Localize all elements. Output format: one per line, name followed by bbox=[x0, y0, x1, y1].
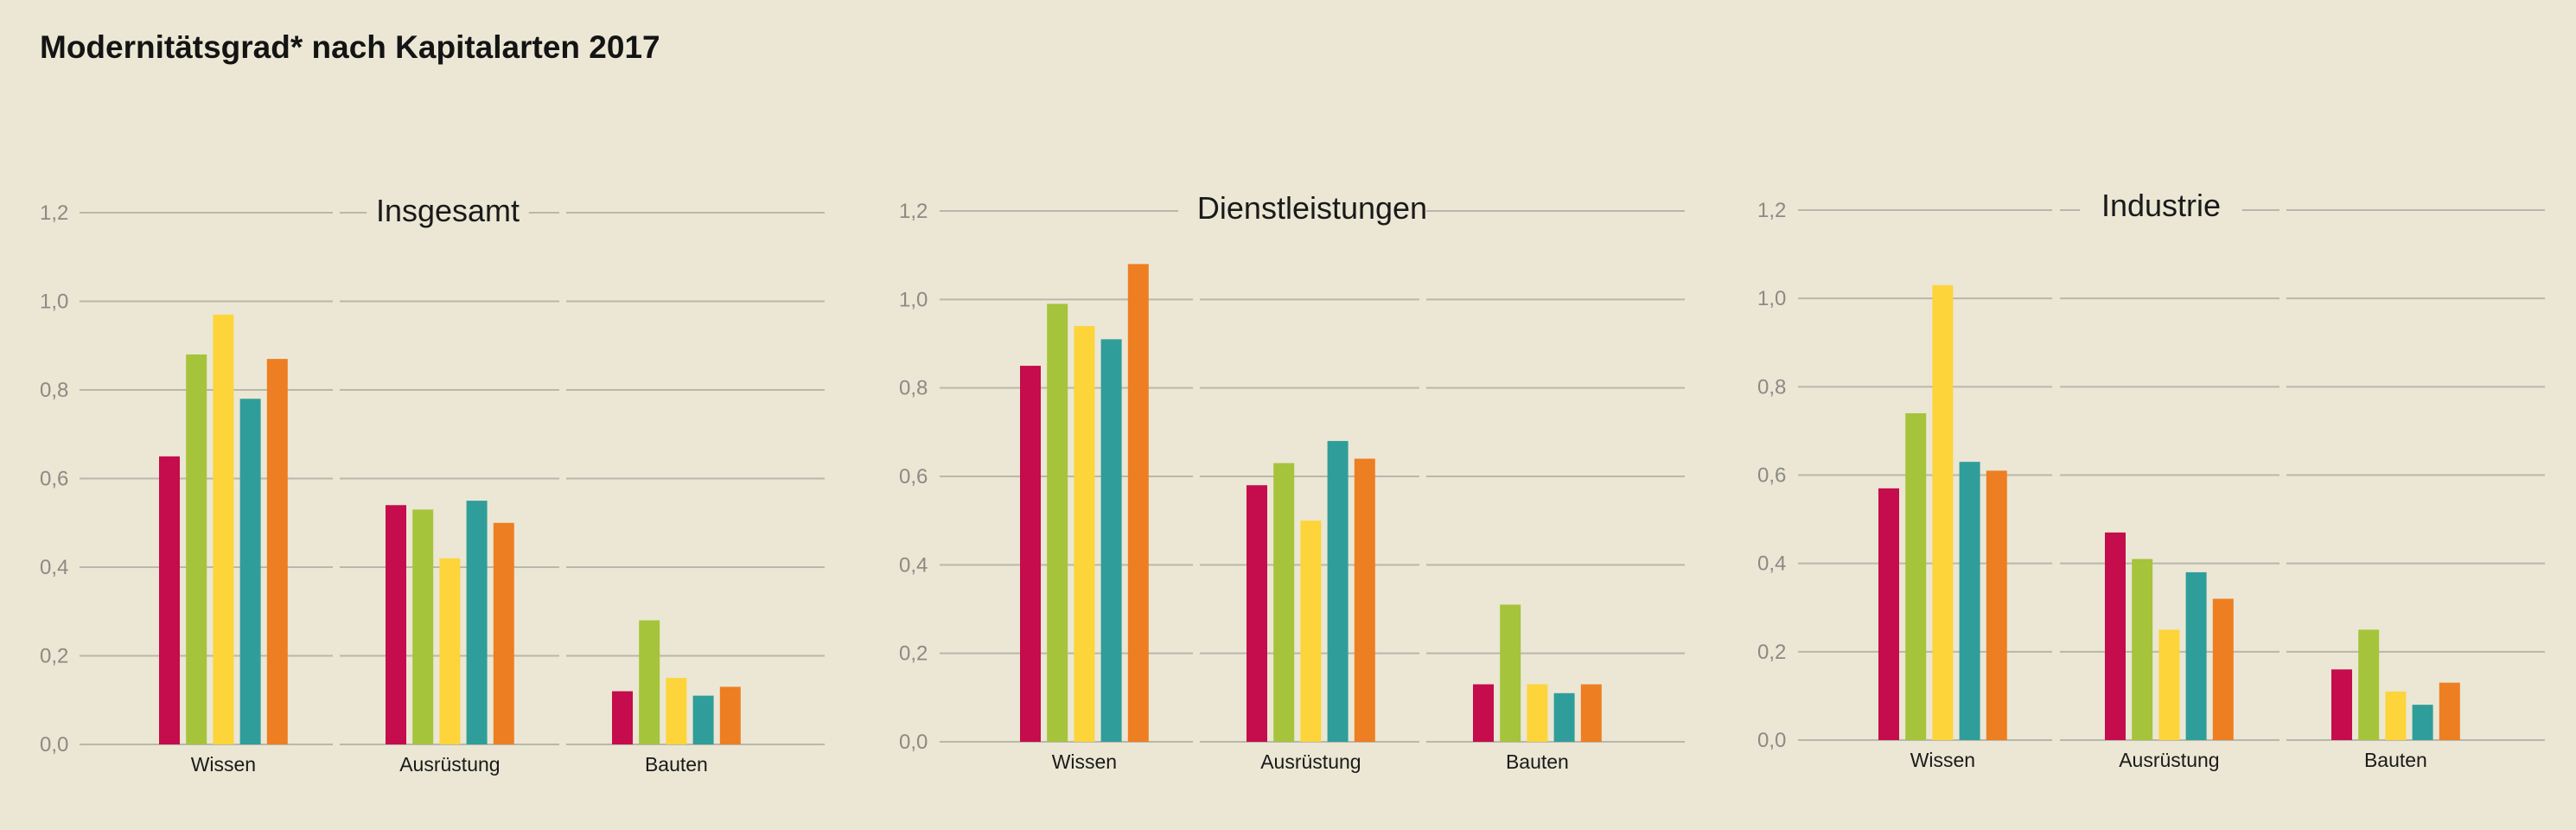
page-title: Modernitätsgrad* nach Kapitalarten 2017 bbox=[40, 29, 660, 65]
bar-ausrstung-2 bbox=[2132, 559, 2153, 740]
y-tick-label: 0,2 bbox=[1757, 641, 1786, 664]
bar-bauten-5 bbox=[1580, 684, 1602, 742]
bar-ausrstung-4 bbox=[466, 501, 488, 744]
y-tick-label: 0,4 bbox=[899, 553, 928, 577]
chart-title: Insgesamt bbox=[376, 193, 520, 228]
bar-wissen-2 bbox=[186, 354, 207, 744]
bar-ausrstung-5 bbox=[1354, 458, 1375, 742]
y-tick-label: 0,6 bbox=[899, 465, 928, 488]
bar-ausrstung-3 bbox=[1300, 520, 1322, 742]
bar-wissen-5 bbox=[266, 359, 288, 744]
bar-wissen-5 bbox=[1127, 264, 1149, 742]
bar-bauten-4 bbox=[1553, 693, 1575, 742]
bar-ausrstung-2 bbox=[412, 509, 434, 744]
bar-wissen-2 bbox=[1905, 412, 1927, 740]
bar-ausrstung-4 bbox=[1327, 441, 1349, 742]
bar-bauten-1 bbox=[612, 691, 633, 744]
bar-ausrstung-4 bbox=[2185, 571, 2207, 740]
y-tick-label: 0,0 bbox=[1757, 729, 1786, 752]
bar-wissen-5 bbox=[1986, 470, 2007, 740]
bar-bauten-4 bbox=[692, 695, 714, 744]
bar-bauten-3 bbox=[666, 678, 687, 744]
chart-title: Industrie bbox=[2101, 188, 2221, 223]
y-tick-label: 0,2 bbox=[899, 642, 928, 666]
y-tick-label: 1,2 bbox=[1757, 199, 1786, 222]
bar-bauten-5 bbox=[2439, 682, 2460, 740]
y-tick-label: 1,0 bbox=[899, 288, 928, 311]
bar-bauten-2 bbox=[2358, 629, 2380, 740]
chart-panel-3: 0,0 0,2 0,4 0,6 0,8 1,0 1,2 Industrie Wissen Ausr… bbox=[1757, 188, 2545, 771]
y-tick-label: 1,0 bbox=[40, 290, 68, 314]
y-tick-label: 0,6 bbox=[1757, 464, 1786, 488]
bar-wissen-1 bbox=[159, 456, 180, 744]
bar-ausrstung-1 bbox=[1247, 485, 1267, 742]
bar-bauten-5 bbox=[719, 686, 741, 744]
bar-wissen-2 bbox=[1047, 303, 1068, 742]
bar-wissen-1 bbox=[1020, 366, 1041, 742]
bar-wissen-3 bbox=[1074, 326, 1095, 742]
bar-ausrstung-2 bbox=[1273, 463, 1295, 742]
bar-ausrstung-3 bbox=[2158, 629, 2180, 740]
y-tick-label: 0,2 bbox=[40, 645, 68, 668]
category-label: Wissen bbox=[1910, 749, 1975, 771]
category-label: Ausrüstung bbox=[1260, 750, 1361, 773]
y-tick-label: 0,8 bbox=[40, 379, 68, 402]
chart-panel-1: 0,0 0,2 0,4 0,6 0,8 1,0 1,2 Insgesamt Wissen Ausr… bbox=[40, 193, 825, 776]
y-tick-label: 0,8 bbox=[1757, 375, 1786, 399]
bar-ausrstung-1 bbox=[2105, 532, 2126, 740]
bar-wissen-4 bbox=[239, 399, 261, 744]
bar-ausrstung-5 bbox=[493, 522, 514, 744]
y-tick-label: 1,2 bbox=[40, 201, 68, 225]
bar-ausrstung-3 bbox=[439, 558, 461, 744]
y-tick-label: 0,0 bbox=[40, 733, 68, 757]
y-tick-label: 0,6 bbox=[40, 468, 68, 491]
y-tick-label: 1,0 bbox=[1757, 287, 1786, 310]
category-label: Wissen bbox=[191, 753, 256, 776]
bar-wissen-3 bbox=[1932, 284, 1954, 740]
bar-bauten-3 bbox=[2385, 691, 2407, 740]
bar-wissen-4 bbox=[1959, 462, 1980, 740]
bar-bauten-1 bbox=[1473, 684, 1494, 742]
bar-bauten-3 bbox=[1527, 684, 1548, 742]
chart-title: Dienstleistungen bbox=[1197, 190, 1427, 226]
bar-bauten-4 bbox=[2412, 705, 2433, 740]
bar-bauten-2 bbox=[1500, 604, 1521, 742]
bar-wissen-3 bbox=[213, 314, 234, 744]
chart-panel-2: 0,0 0,2 0,4 0,6 0,8 1,0 1,2 Dienstleistungen Wis… bbox=[899, 190, 1685, 773]
bar-ausrstung-5 bbox=[2212, 598, 2234, 740]
category-label: Bauten bbox=[645, 753, 708, 776]
y-tick-label: 0,8 bbox=[899, 377, 928, 400]
category-label: Ausrüstung bbox=[2119, 749, 2219, 771]
bar-wissen-4 bbox=[1100, 339, 1122, 742]
category-label: Wissen bbox=[1052, 750, 1117, 773]
category-label: Bauten bbox=[2364, 749, 2427, 771]
category-label: Ausrüstung bbox=[399, 753, 500, 776]
bar-bauten-2 bbox=[639, 620, 660, 744]
category-label: Bauten bbox=[1506, 750, 1569, 773]
y-tick-label: 0,4 bbox=[1757, 552, 1786, 576]
y-tick-label: 1,2 bbox=[899, 200, 928, 223]
bar-ausrstung-1 bbox=[386, 505, 406, 744]
y-tick-label: 0,4 bbox=[40, 556, 68, 579]
bar-bauten-1 bbox=[2331, 669, 2352, 740]
y-tick-label: 0,0 bbox=[899, 731, 928, 754]
bar-wissen-1 bbox=[1878, 488, 1899, 740]
